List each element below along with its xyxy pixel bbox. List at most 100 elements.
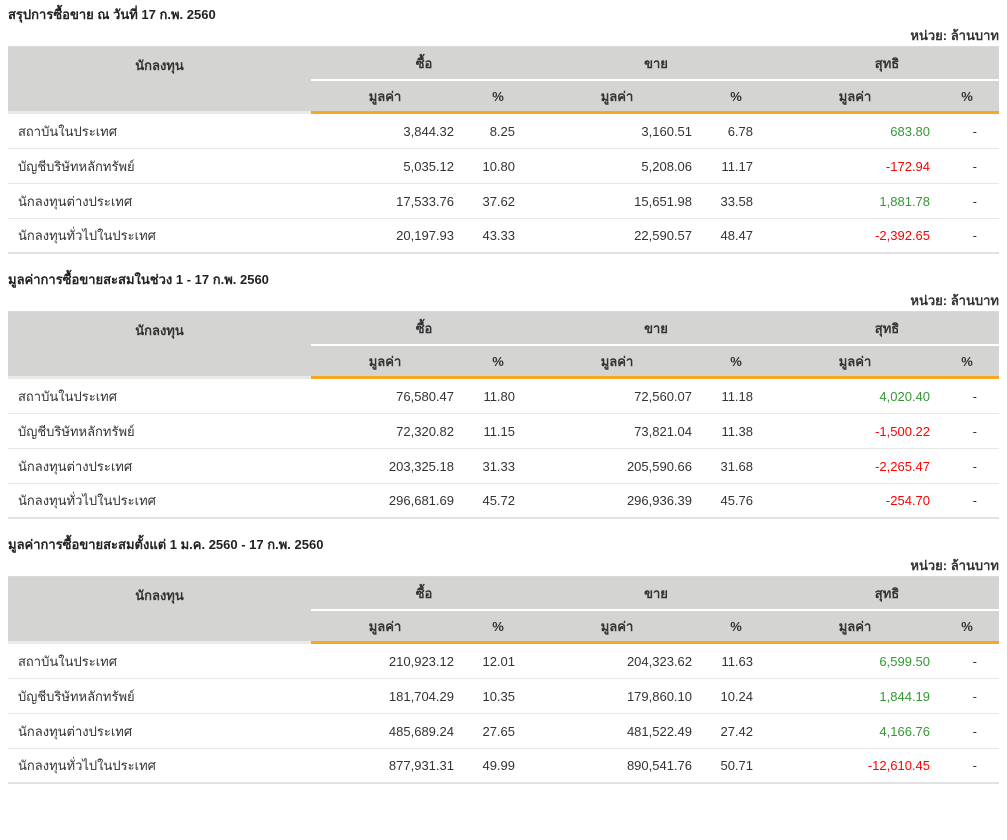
investor-name: บัญชีบริษัทหลักทรัพย์ bbox=[8, 149, 311, 184]
trading-summary-page: สรุปการซื้อขาย ณ วันที่ 17 ก.พ. 2560 หน่… bbox=[8, 7, 999, 784]
buy-percent: 27.65 bbox=[459, 714, 538, 749]
col-header-sell-percent: % bbox=[697, 611, 776, 644]
buy-value: 210,923.12 bbox=[311, 644, 459, 679]
col-header-sell-percent: % bbox=[697, 346, 776, 379]
col-header-buy-percent: % bbox=[459, 81, 538, 114]
col-header-sell-value: มูลค่า bbox=[537, 611, 698, 644]
net-value: 4,020.40 bbox=[775, 379, 936, 414]
sell-percent: 48.47 bbox=[697, 219, 776, 254]
table-header: นักลงทุน ซื้อ ขาย สุทธิ มูลค่า % มูลค่า … bbox=[8, 312, 999, 379]
net-percent: - bbox=[935, 714, 999, 749]
sell-value: 296,936.39 bbox=[537, 484, 698, 519]
buy-percent: 37.62 bbox=[459, 184, 538, 219]
net-percent: - bbox=[935, 449, 999, 484]
daily-summary-table: นักลงทุน ซื้อ ขาย สุทธิ มูลค่า % มูลค่า … bbox=[8, 46, 999, 254]
col-header-investor: นักลงทุน bbox=[8, 47, 311, 114]
col-header-buy: ซื้อ bbox=[311, 577, 538, 611]
sell-value: 205,590.66 bbox=[537, 449, 698, 484]
section-title: สรุปการซื้อขาย ณ วันที่ 17 ก.พ. 2560 bbox=[8, 7, 216, 22]
table-row: นักลงทุนต่างประเทศ 17,533.76 37.62 15,65… bbox=[8, 184, 999, 219]
col-header-sell: ขาย bbox=[537, 577, 776, 611]
sell-percent: 27.42 bbox=[697, 714, 776, 749]
col-header-buy-value: มูลค่า bbox=[311, 346, 459, 379]
net-percent: - bbox=[935, 219, 999, 254]
table-row: นักลงทุนทั่วไปในประเทศ 877,931.31 49.99 … bbox=[8, 749, 999, 784]
buy-value: 181,704.29 bbox=[311, 679, 459, 714]
sell-value: 204,323.62 bbox=[537, 644, 698, 679]
sell-percent: 11.38 bbox=[697, 414, 776, 449]
col-header-net-value: มูลค่า bbox=[775, 346, 936, 379]
period-summary-table: นักลงทุน ซื้อ ขาย สุทธิ มูลค่า % มูลค่า … bbox=[8, 311, 999, 519]
sell-value: 890,541.76 bbox=[537, 749, 698, 784]
col-header-investor: นักลงทุน bbox=[8, 577, 311, 644]
table-header: นักลงทุน ซื้อ ขาย สุทธิ มูลค่า % มูลค่า … bbox=[8, 47, 999, 114]
investor-name: สถาบันในประเทศ bbox=[8, 114, 311, 149]
section-ytd-summary: มูลค่าการซื้อขายสะสมตั้งแต่ 1 ม.ค. 2560 … bbox=[8, 535, 999, 784]
buy-percent: 10.80 bbox=[459, 149, 538, 184]
sell-percent: 33.58 bbox=[697, 184, 776, 219]
col-header-sell: ขาย bbox=[537, 47, 776, 81]
sell-percent: 11.63 bbox=[697, 644, 776, 679]
sell-value: 22,590.57 bbox=[537, 219, 698, 254]
sell-percent: 50.71 bbox=[697, 749, 776, 784]
buy-percent: 43.33 bbox=[459, 219, 538, 254]
col-header-net-percent: % bbox=[935, 81, 999, 114]
col-header-net: สุทธิ bbox=[775, 47, 999, 81]
col-header-net-value: มูลค่า bbox=[775, 81, 936, 114]
col-header-net: สุทธิ bbox=[775, 577, 999, 611]
net-percent: - bbox=[935, 749, 999, 784]
col-header-sell-value: มูลค่า bbox=[537, 346, 698, 379]
sell-value: 73,821.04 bbox=[537, 414, 698, 449]
unit-label: หน่วย: ล้านบาท bbox=[910, 293, 999, 308]
buy-percent: 45.72 bbox=[459, 484, 538, 519]
col-header-net-percent: % bbox=[935, 346, 999, 379]
net-value: 683.80 bbox=[775, 114, 936, 149]
net-percent: - bbox=[935, 114, 999, 149]
investor-name: บัญชีบริษัทหลักทรัพย์ bbox=[8, 414, 311, 449]
unit-label: หน่วย: ล้านบาท bbox=[910, 28, 999, 43]
investor-name: นักลงทุนทั่วไปในประเทศ bbox=[8, 484, 311, 519]
investor-name: บัญชีบริษัทหลักทรัพย์ bbox=[8, 679, 311, 714]
buy-value: 76,580.47 bbox=[311, 379, 459, 414]
investor-name: นักลงทุนต่างประเทศ bbox=[8, 714, 311, 749]
sell-value: 72,560.07 bbox=[537, 379, 698, 414]
net-percent: - bbox=[935, 149, 999, 184]
col-header-sell: ขาย bbox=[537, 312, 776, 346]
table-row: สถาบันในประเทศ 210,923.12 12.01 204,323.… bbox=[8, 644, 999, 679]
table-row: นักลงทุนต่างประเทศ 203,325.18 31.33 205,… bbox=[8, 449, 999, 484]
table-row: บัญชีบริษัทหลักทรัพย์ 72,320.82 11.15 73… bbox=[8, 414, 999, 449]
col-header-sell-value: มูลค่า bbox=[537, 81, 698, 114]
investor-name: นักลงทุนต่างประเทศ bbox=[8, 449, 311, 484]
sell-percent: 11.18 bbox=[697, 379, 776, 414]
buy-value: 485,689.24 bbox=[311, 714, 459, 749]
buy-value: 72,320.82 bbox=[311, 414, 459, 449]
net-value: -172.94 bbox=[775, 149, 936, 184]
net-percent: - bbox=[935, 484, 999, 519]
buy-value: 3,844.32 bbox=[311, 114, 459, 149]
buy-percent: 12.01 bbox=[459, 644, 538, 679]
table-row: บัญชีบริษัทหลักทรัพย์ 181,704.29 10.35 1… bbox=[8, 679, 999, 714]
buy-percent: 11.15 bbox=[459, 414, 538, 449]
net-value: -12,610.45 bbox=[775, 749, 936, 784]
net-percent: - bbox=[935, 184, 999, 219]
investor-name: นักลงทุนทั่วไปในประเทศ bbox=[8, 749, 311, 784]
net-value: -2,265.47 bbox=[775, 449, 936, 484]
col-header-buy-value: มูลค่า bbox=[311, 611, 459, 644]
buy-percent: 49.99 bbox=[459, 749, 538, 784]
table-row: สถาบันในประเทศ 3,844.32 8.25 3,160.51 6.… bbox=[8, 114, 999, 149]
net-percent: - bbox=[935, 679, 999, 714]
buy-value: 296,681.69 bbox=[311, 484, 459, 519]
investor-name: สถาบันในประเทศ bbox=[8, 379, 311, 414]
table-row: นักลงทุนทั่วไปในประเทศ 20,197.93 43.33 2… bbox=[8, 219, 999, 254]
net-percent: - bbox=[935, 644, 999, 679]
unit-label: หน่วย: ล้านบาท bbox=[910, 558, 999, 573]
table-row: บัญชีบริษัทหลักทรัพย์ 5,035.12 10.80 5,2… bbox=[8, 149, 999, 184]
net-value: 4,166.76 bbox=[775, 714, 936, 749]
col-header-buy-percent: % bbox=[459, 346, 538, 379]
sell-value: 179,860.10 bbox=[537, 679, 698, 714]
net-value: 1,881.78 bbox=[775, 184, 936, 219]
col-header-buy: ซื้อ bbox=[311, 312, 538, 346]
net-percent: - bbox=[935, 414, 999, 449]
sell-percent: 11.17 bbox=[697, 149, 776, 184]
col-header-net-percent: % bbox=[935, 611, 999, 644]
